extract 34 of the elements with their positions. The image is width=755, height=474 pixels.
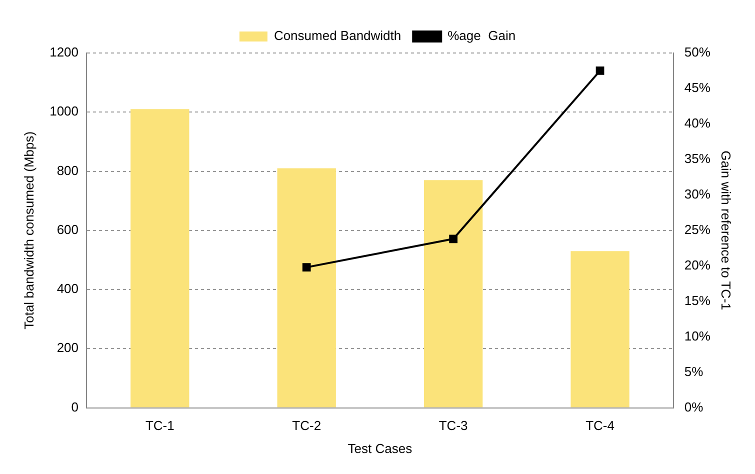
y2-tick-label: 20% [684, 257, 711, 272]
bar [570, 251, 630, 408]
x-axis-title: Test Cases [348, 440, 413, 456]
bar [424, 180, 483, 408]
y2-tick-label: 15% [684, 292, 711, 308]
y-tick-label: 1200 [50, 44, 79, 60]
bar [277, 168, 336, 408]
bar [130, 109, 190, 408]
y-tick-label: 600 [56, 222, 79, 237]
point [302, 263, 311, 272]
y-tick-label: 800 [56, 162, 79, 178]
y2-tick-label: 10% [684, 328, 711, 344]
x-tick-label: TC-2 [292, 418, 322, 434]
y-tick-label: 200 [56, 340, 79, 356]
y2-tick-label: 5% [684, 364, 704, 379]
point [449, 234, 458, 244]
legend-label: Consumed Bandwidth [274, 28, 402, 44]
y-tick-label: 400 [56, 281, 79, 296]
y-tick-label: 1000 [50, 104, 79, 119]
y2-tick-label: 50% [684, 44, 711, 60]
x-tick-label: TC-1 [145, 418, 174, 434]
y2-axis-title: Gain with reference to TC-1 [718, 150, 734, 310]
x-tick-label: TC-4 [586, 418, 614, 434]
legend-label: %age Gain [448, 28, 516, 44]
point [596, 66, 604, 75]
y-axis-title: Total bandwidth consumed (Mbps) [21, 131, 36, 330]
y2-tick-label: 40% [684, 116, 711, 131]
y2-tick-label: 25% [684, 222, 711, 237]
y2-tick-label: 35% [684, 151, 711, 166]
y2-tick-label: 45% [684, 80, 711, 96]
y-tick-label: 0 [71, 399, 79, 414]
y2-tick-label: 30% [684, 186, 711, 202]
x-tick-label: TC-3 [438, 418, 468, 434]
y2-tick-label: 0% [684, 399, 704, 414]
